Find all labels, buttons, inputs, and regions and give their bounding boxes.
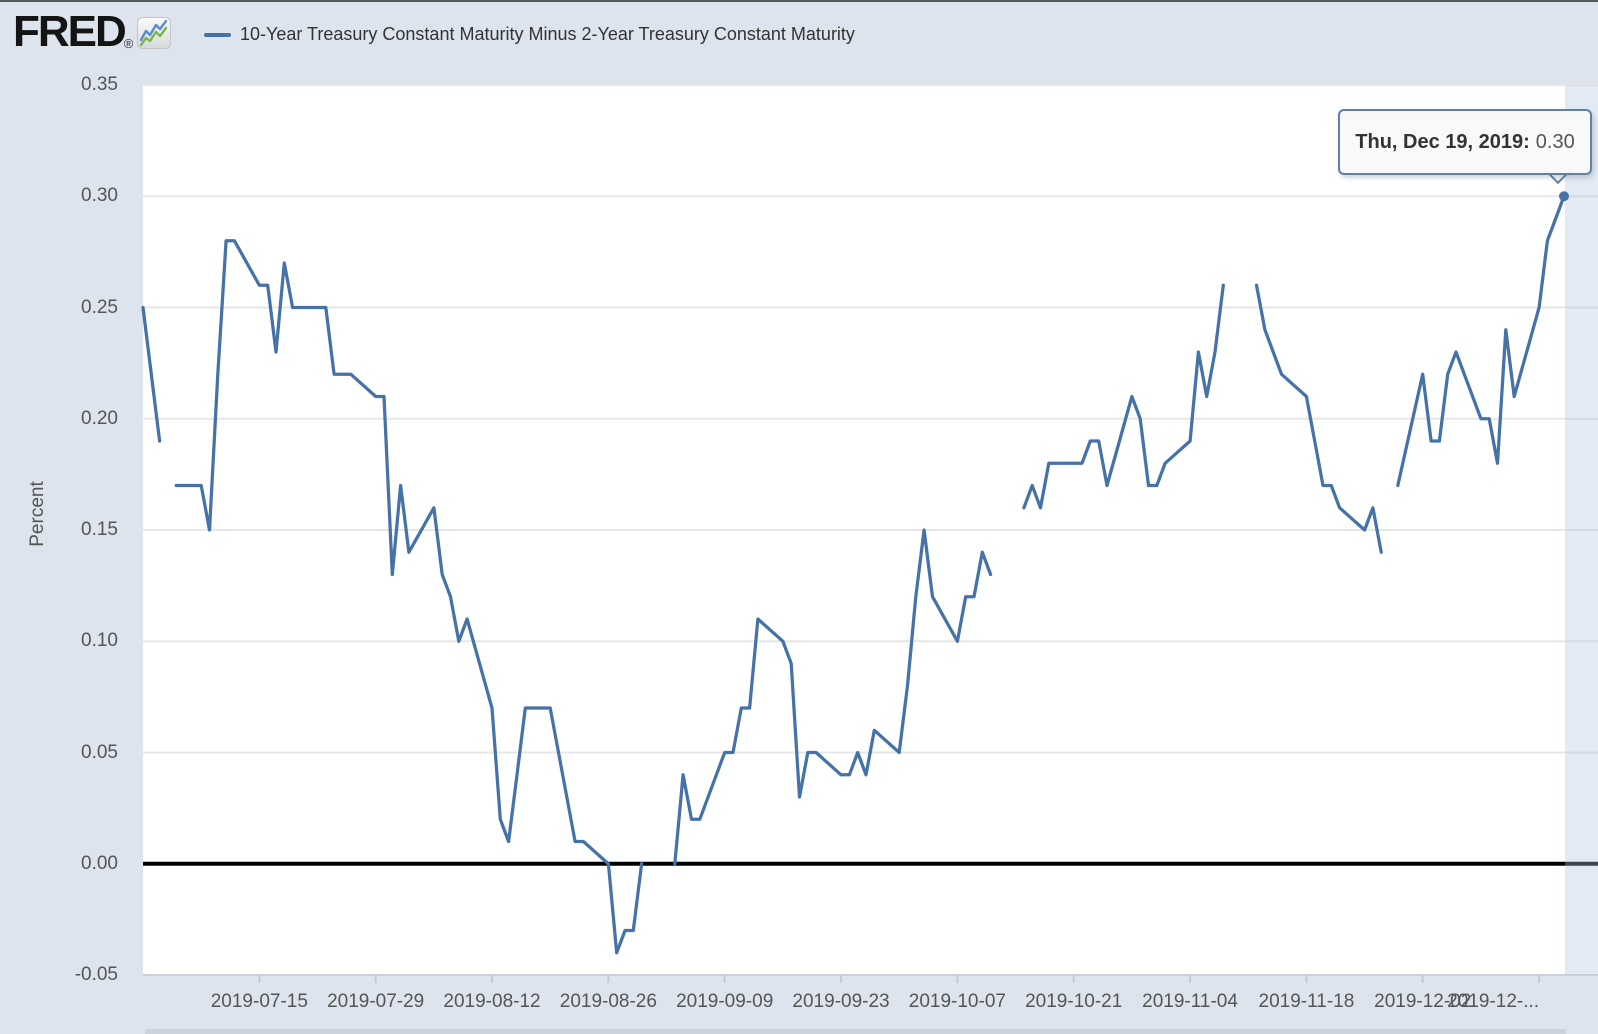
- x-axis-label: 2019-12-02: [1374, 991, 1472, 1012]
- tooltip-date: Thu, Dec 19, 2019:: [1355, 130, 1530, 153]
- x-axis-label: 2019-07-15: [210, 991, 308, 1012]
- series-line: [174, 239, 644, 955]
- x-axis-label: 2019-09-09: [676, 991, 774, 1012]
- series-legend-label: 10-Year Treasury Constant Maturity Minus…: [240, 24, 855, 44]
- fred-sparkline-icon: [137, 17, 172, 54]
- y-axis-label: 0.10: [81, 630, 118, 652]
- series-line: [1254, 283, 1383, 554]
- x-axis-label: 2019-07-29: [327, 991, 425, 1012]
- y-axis-label: 0.05: [81, 741, 118, 763]
- x-axis-label: 2019-11-18: [1258, 991, 1355, 1012]
- tooltip-value: 0.30: [1535, 130, 1575, 153]
- fred-logo: FRED ®: [13, 7, 172, 56]
- y-axis-label: 0.30: [81, 185, 118, 207]
- series-line: [1396, 194, 1566, 488]
- y-axis-label: 0.00: [81, 852, 118, 874]
- series-line: [141, 305, 162, 443]
- series-line: [1022, 283, 1225, 510]
- y-axis-label: 0.20: [81, 407, 118, 429]
- y-axis-label: 0.35: [81, 74, 118, 95]
- x-axis-label: 2019-08-12: [443, 991, 541, 1012]
- registered-trademark-icon: ®: [123, 36, 134, 51]
- x-axis-label: 2019-08-26: [559, 991, 657, 1012]
- x-axis-label: 2019-10-07: [908, 991, 1006, 1012]
- y-axis-label: 0.25: [81, 296, 118, 318]
- chart-canvas[interactable]: [141, 84, 1598, 990]
- last-point-marker: [1559, 191, 1570, 202]
- fred-logo-text: FRED: [13, 7, 127, 56]
- date-range-scrollbar[interactable]: [145, 1029, 1566, 1034]
- y-axis-label: 0.15: [81, 519, 118, 540]
- y-axis-title: Percent: [27, 481, 48, 547]
- window-top-border: [0, 0, 1598, 2]
- tooltip: Thu, Dec 19, 2019: 0.30: [1338, 109, 1592, 175]
- y-axis-label: -0.05: [74, 964, 118, 985]
- x-axis-label: 2019-12-...: [1447, 991, 1540, 1012]
- x-axis-label: 2019-10-21: [1025, 991, 1123, 1012]
- x-axis-label: 2019-09-23: [792, 991, 890, 1012]
- series-legend-dash-icon: [204, 32, 231, 37]
- series-line: [673, 528, 993, 866]
- series-legend: 10-Year Treasury Constant Maturity Minus…: [204, 24, 855, 45]
- crosshair-band: [1565, 85, 1598, 975]
- x-axis-label: 2019-11-04: [1142, 991, 1238, 1012]
